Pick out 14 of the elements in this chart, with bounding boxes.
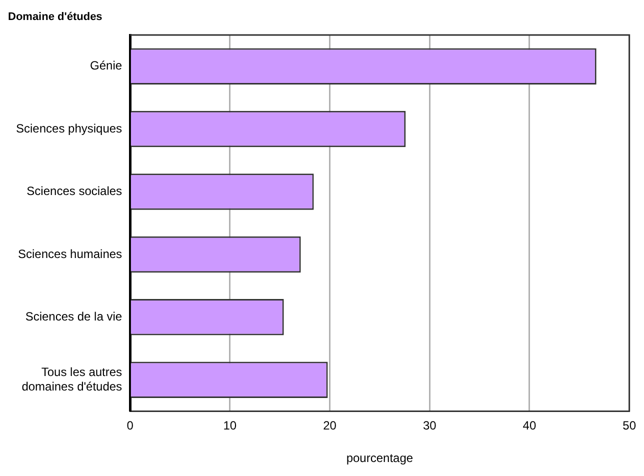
x-tick-label: 40 (522, 418, 536, 433)
y-tick-label: Sciences sociales (26, 184, 122, 198)
x-tick-label: 0 (126, 418, 134, 433)
y-tick-label: Sciences humaines (18, 246, 122, 261)
y-tick-label: Sciences physiques (16, 121, 122, 136)
y-tick-label: Sciences de la vie (25, 309, 122, 324)
y-tick-label: Tous les autres domaines d'études (22, 364, 122, 394)
y-tick-label: Génie (90, 58, 122, 73)
x-tick-label: 30 (422, 418, 437, 433)
x-tick-label: 10 (223, 418, 237, 433)
y-axis-title: Domaine d'études (8, 11, 102, 23)
x-tick-label: 20 (323, 418, 337, 433)
x-axis-title: pourcentage (346, 451, 414, 466)
x-tick-label: 50 (622, 418, 636, 433)
